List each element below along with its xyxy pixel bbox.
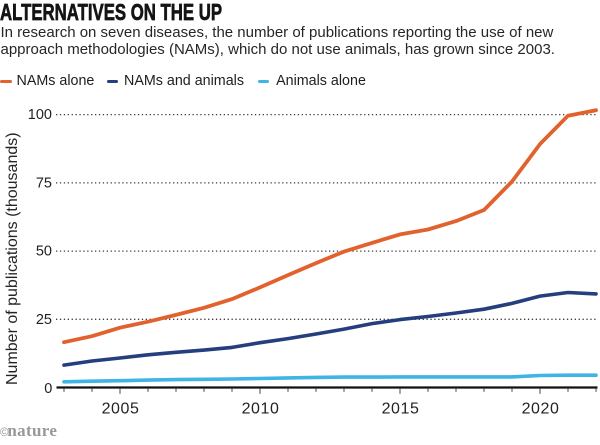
svg-text:2020: 2020 [522, 401, 560, 418]
svg-text:100: 100 [28, 107, 52, 123]
svg-text:2005: 2005 [102, 401, 140, 418]
svg-text:50: 50 [36, 244, 52, 260]
svg-text:2010: 2010 [242, 401, 280, 418]
svg-text:2015: 2015 [382, 401, 420, 418]
svg-text:25: 25 [36, 312, 52, 328]
svg-text:0: 0 [44, 381, 52, 397]
svg-text:75: 75 [36, 175, 52, 191]
